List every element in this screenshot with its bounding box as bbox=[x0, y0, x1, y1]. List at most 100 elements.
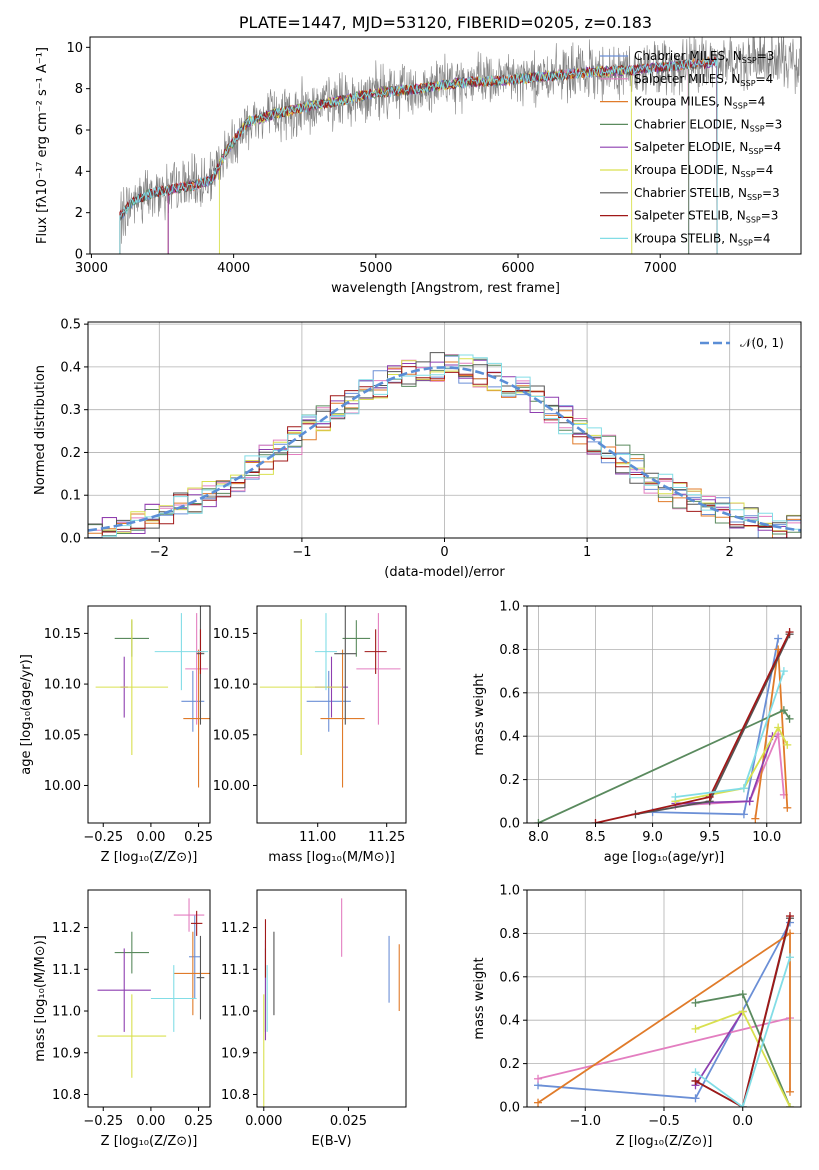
legend-subscript: SSP bbox=[747, 193, 762, 202]
data-point-errorbar bbox=[356, 613, 401, 725]
plus-marker bbox=[785, 1103, 794, 1107]
chart-weight_vs_age: 8.0 8.5 9.0 9.5 10.0 0.0 0.2 0.4 0.6 0.8 1.0 age [l… bbox=[472, 600, 802, 865]
x-tick-label: 1 bbox=[583, 545, 591, 560]
plus-marker bbox=[785, 912, 794, 921]
legend-tail: =3 bbox=[761, 209, 779, 223]
plus-marker bbox=[785, 953, 794, 962]
y-tick-label: 8 bbox=[75, 82, 83, 97]
plot-area bbox=[534, 628, 794, 823]
legend-label: Kroupa MILES, N bbox=[634, 95, 733, 109]
plus-marker bbox=[783, 740, 792, 749]
legend-label: Chabrier STELIB, N bbox=[634, 186, 747, 200]
legend-subscript: SSP bbox=[741, 170, 756, 179]
legend-label: Kroupa ELODIE, N bbox=[634, 163, 741, 177]
legend-tail: =4 bbox=[756, 163, 774, 177]
legend-subscript: SSP bbox=[738, 238, 753, 247]
legend-tail: =4 bbox=[748, 95, 766, 109]
plot-area bbox=[263, 898, 400, 1107]
model-spectrum-line bbox=[119, 56, 718, 254]
legend-entry: Kroupa MILES, NSSP=4 bbox=[634, 95, 765, 111]
data-point-errorbar bbox=[314, 613, 338, 691]
data-point-errorbar bbox=[173, 898, 205, 932]
chart-mass_vs_Z: −0.25 0.00 0.25 10.8 10.9 11.0 11.1 11.2 Z [log₁… bbox=[33, 889, 213, 1149]
legend-tail: =3 bbox=[765, 117, 783, 131]
y-tick-label: 11.0 bbox=[221, 1005, 250, 1020]
legend-tail: =4 bbox=[753, 231, 771, 245]
legend-subscript: SSP bbox=[748, 147, 763, 156]
weight-series-line bbox=[694, 957, 791, 1107]
weight-series-line bbox=[675, 733, 785, 807]
y-tick-label: 10.05 bbox=[44, 728, 81, 743]
plus-marker bbox=[691, 1094, 700, 1103]
y-tick-label: 10.00 bbox=[44, 779, 81, 794]
x-tick-label: −1 bbox=[292, 545, 311, 560]
x-tick-label: 2 bbox=[726, 545, 734, 560]
y-tick-label: 0.0 bbox=[499, 817, 520, 832]
plot-area bbox=[534, 912, 794, 1107]
x-tick-label: 7000 bbox=[644, 261, 677, 276]
y-tick-label: 10.00 bbox=[213, 779, 250, 794]
legend-subscript: SSP bbox=[742, 56, 757, 65]
y-tick-label: 0.4 bbox=[60, 360, 81, 375]
legend-tail: =4 bbox=[756, 72, 774, 86]
plus-marker bbox=[783, 803, 792, 812]
plus-marker bbox=[739, 810, 748, 819]
y-tick-label: 0.5 bbox=[60, 318, 81, 333]
plus-marker bbox=[745, 797, 754, 806]
data-point-errorbar bbox=[183, 649, 210, 788]
plot-area bbox=[95, 606, 210, 788]
data-point-errorbar bbox=[364, 629, 387, 674]
plus-marker bbox=[779, 706, 788, 715]
plus-marker bbox=[738, 1103, 747, 1107]
y-tick-label: 0 bbox=[75, 248, 83, 263]
y-tick-label: 2 bbox=[75, 206, 83, 221]
x-tick-label: 0.25 bbox=[184, 830, 213, 845]
plus-marker bbox=[691, 1068, 700, 1077]
y-tick-label: 0.1 bbox=[60, 489, 81, 504]
chart-age_vs_mass: 11.00 11.25 10.00 10.05 10.10 10.15 mass [log₁… bbox=[213, 605, 407, 865]
legend-label: Chabrier ELODIE, N bbox=[634, 117, 750, 131]
legend-entry: Kroupa ELODIE, NSSP=4 bbox=[634, 163, 773, 179]
y-tick-label: 11.2 bbox=[221, 921, 250, 936]
y-tick-label: 11.0 bbox=[52, 1005, 81, 1020]
plus-marker bbox=[774, 634, 783, 643]
x-tick-label: 0.000 bbox=[245, 1114, 282, 1129]
legend-subscript: SSP bbox=[741, 79, 756, 88]
legend-entry: Salpeter STELIB, NSSP=3 bbox=[634, 209, 778, 225]
y-tick-label: 11.2 bbox=[52, 921, 81, 936]
data-point-errorbar bbox=[95, 619, 169, 756]
model-spectrum-line bbox=[119, 57, 718, 254]
plus-marker bbox=[691, 998, 700, 1007]
plot-frame bbox=[526, 889, 802, 1108]
y-axis-label: Flux [fλ10⁻¹⁷ erg cm⁻² s⁻¹ A⁻¹] bbox=[35, 47, 50, 244]
plot-frame bbox=[256, 605, 407, 824]
data-point-errorbar bbox=[190, 910, 203, 936]
x-tick-label: 0.025 bbox=[330, 1114, 367, 1129]
data-point-errorbar bbox=[196, 935, 205, 1020]
legend-tail: =3 bbox=[762, 186, 780, 200]
chart-age_vs_Z: −0.25 0.00 0.25 10.00 10.05 10.10 10.15 Z [log₁… bbox=[19, 605, 213, 865]
data-point-errorbar bbox=[154, 613, 209, 691]
plus-marker bbox=[691, 1024, 700, 1033]
plus-marker bbox=[691, 1076, 700, 1085]
legend-entry: Salpeter MILES, NSSP=4 bbox=[634, 72, 773, 88]
x-tick-label: 9.5 bbox=[699, 830, 720, 845]
plot-frame bbox=[87, 889, 211, 1108]
plot-frame bbox=[89, 36, 802, 255]
x-axis-label: (data-model)/error bbox=[384, 565, 505, 580]
data-point-errorbar bbox=[320, 649, 365, 788]
chart-spectrum: 3000 4000 5000 6000 7000 0 2 4 6 8 10 wavelength [A… bbox=[35, 13, 802, 296]
y-tick-label: 1.0 bbox=[499, 600, 520, 615]
x-tick-label: 0.0 bbox=[732, 1114, 753, 1129]
y-tick-label: 10.9 bbox=[221, 1046, 250, 1061]
x-tick-label: 0.25 bbox=[184, 1114, 213, 1129]
data-point-errorbar bbox=[114, 931, 149, 974]
x-tick-label: 0.00 bbox=[136, 1114, 165, 1129]
plot-area bbox=[259, 606, 401, 788]
x-tick-label: 10.0 bbox=[752, 830, 781, 845]
x-tick-label: 8.5 bbox=[585, 830, 606, 845]
plus-marker bbox=[591, 819, 600, 823]
x-tick-label: 5000 bbox=[359, 261, 392, 276]
y-tick-label: 0.4 bbox=[499, 730, 520, 745]
